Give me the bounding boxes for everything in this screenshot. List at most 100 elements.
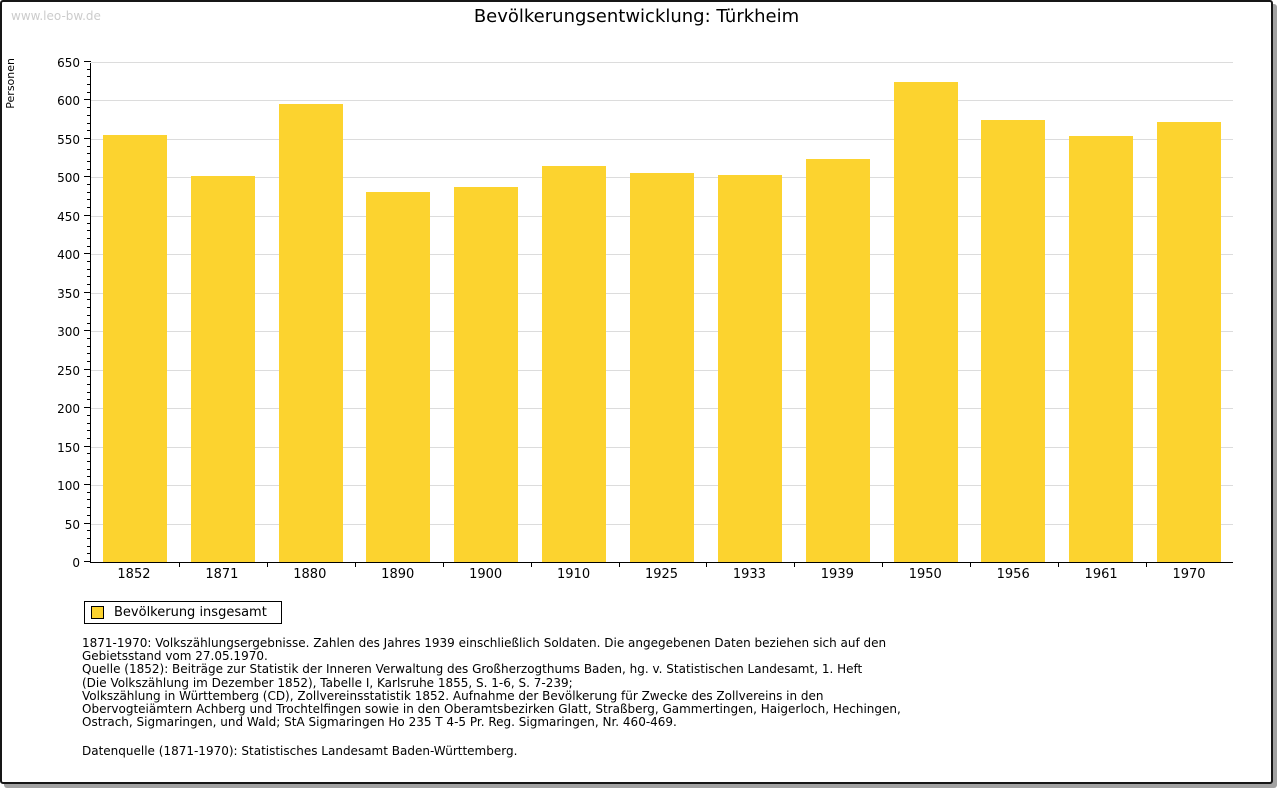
bar-cell-1880 (267, 63, 355, 562)
bar-cell-1910 (530, 63, 618, 562)
footnote-line: 1871-1970: Volkszählungsergebnisse. Zahl… (82, 636, 887, 650)
y-axis-minor-tick (87, 268, 91, 270)
x-axis-tick-labels: 1852 1871 1880 1890 1900 1910 1925 1933 1939 1950… (90, 567, 1233, 582)
x-axis-boundary-tick (442, 562, 444, 567)
y-axis-major-tick (84, 484, 91, 486)
x-axis-label-1970: 1970 (1172, 567, 1206, 582)
x-axis-label-1871: 1871 (205, 567, 239, 582)
y-axis-minor-tick (87, 299, 91, 301)
y-axis-label-350: 350 (57, 286, 80, 301)
bar-cell-1939 (794, 63, 882, 562)
y-axis-minor-tick (87, 499, 91, 501)
gridline-550 (91, 138, 1233, 140)
bar-cell-1871 (179, 63, 267, 562)
y-axis-label-300: 300 (57, 325, 80, 340)
y-axis-title: Personen (4, 58, 17, 109)
gridline-650 (91, 62, 1233, 63)
legend-swatch (91, 606, 104, 619)
bar-cell-1956 (969, 63, 1057, 562)
y-axis-minor-tick (87, 199, 91, 201)
y-axis-minor-tick (87, 376, 91, 378)
bar-1871 (190, 175, 255, 562)
y-axis-major-tick (84, 253, 91, 255)
y-axis-minor-tick (87, 230, 91, 232)
x-axis-label-1890: 1890 (381, 567, 415, 582)
x-axis-boundary-tick (618, 562, 620, 567)
bar-1890 (366, 192, 431, 562)
bar-cell-1933 (706, 63, 794, 562)
bar-1956 (981, 120, 1046, 562)
y-axis-minor-tick (87, 345, 91, 347)
bar-1970 (1157, 122, 1222, 562)
y-axis-label-50: 50 (64, 517, 80, 532)
bar-cell-1852 (91, 63, 179, 562)
legend: Bevölkerung insgesamt (84, 601, 282, 624)
y-axis-major-tick (84, 291, 91, 293)
x-axis-boundary-tick (530, 562, 532, 567)
bar-cell-1961 (1057, 63, 1145, 562)
y-axis-minor-tick (87, 491, 91, 493)
gridline-600 (91, 100, 1233, 102)
y-axis-minor-tick (87, 191, 91, 193)
y-axis-label-0: 0 (72, 556, 80, 570)
y-axis-minor-tick (87, 314, 91, 316)
y-axis-major-tick (84, 445, 91, 447)
x-axis-boundary-tick (970, 562, 972, 567)
x-axis-boundary-tick (354, 562, 356, 567)
bar-cell-1925 (618, 63, 706, 562)
x-axis-label-1900: 1900 (469, 567, 503, 582)
bar-cell-1900 (442, 63, 530, 562)
x-axis-boundary-tick (882, 562, 884, 567)
footnotes: 1871-1970: Volkszählungsergebnisse. Zahl… (82, 636, 901, 759)
y-axis-major-tick (84, 176, 91, 178)
x-axis-boundary-tick (1146, 562, 1148, 567)
bar-1950 (893, 82, 958, 562)
y-axis-minor-tick (87, 222, 91, 224)
y-axis-major-tick (84, 368, 91, 370)
y-axis-label-400: 400 (57, 248, 80, 263)
watermark-leo-bw: www.leo-bw.de (11, 9, 101, 23)
bar-1900 (454, 186, 519, 562)
y-axis-minor-tick (87, 514, 91, 516)
y-axis-minor-tick (87, 545, 91, 547)
x-axis-boundary-tick (266, 562, 268, 567)
y-axis-major-tick (84, 214, 91, 216)
y-axis-label-200: 200 (57, 402, 80, 417)
y-axis-minor-tick (87, 422, 91, 424)
x-axis-boundary-tick (794, 562, 796, 567)
y-axis-minor-tick (87, 84, 91, 86)
y-axis-minor-tick (87, 361, 91, 362)
footnote-line: Gebietsstand vom 27.05.1970. (82, 649, 268, 664)
bar-cell-1890 (355, 63, 443, 562)
y-axis-minor-tick (87, 145, 91, 147)
bar-1852 (102, 135, 167, 562)
y-axis-label-550: 550 (57, 132, 80, 147)
y-axis-minor-tick (87, 530, 91, 532)
y-axis-minor-tick (87, 322, 91, 324)
y-axis-minor-tick (87, 461, 91, 462)
y-axis-label-450: 450 (57, 209, 80, 224)
y-axis-minor-tick (87, 468, 91, 470)
y-axis-minor-tick (87, 337, 91, 339)
legend-label: Bevölkerung insgesamt (114, 605, 267, 620)
y-axis-minor-tick (87, 453, 91, 455)
y-axis-minor-tick (87, 153, 91, 155)
y-axis-major-tick (84, 330, 91, 332)
y-axis-minor-tick (87, 207, 91, 209)
x-axis-boundary-tick (1058, 562, 1060, 567)
x-axis-label-1910: 1910 (557, 567, 591, 582)
x-axis-label-1961: 1961 (1084, 567, 1118, 582)
y-axis-major-tick (84, 561, 91, 562)
bar-1933 (717, 175, 782, 562)
footnote-line: Quelle (1852): Beiträge zur Statistik de… (82, 662, 863, 677)
y-axis-minor-tick (87, 437, 91, 439)
y-axis-minor-tick (87, 107, 91, 109)
y-axis-minor-tick (87, 430, 91, 432)
x-axis-label-1925: 1925 (644, 567, 679, 582)
x-axis-label-1939: 1939 (820, 567, 854, 582)
y-axis-label-650: 650 (57, 56, 80, 70)
y-axis-tick-labels: 0 50 100 150 200 250 300 350 400 450 500 550 600 650 (32, 56, 80, 570)
bar-1910 (542, 165, 607, 562)
y-axis-minor-tick (87, 161, 91, 162)
